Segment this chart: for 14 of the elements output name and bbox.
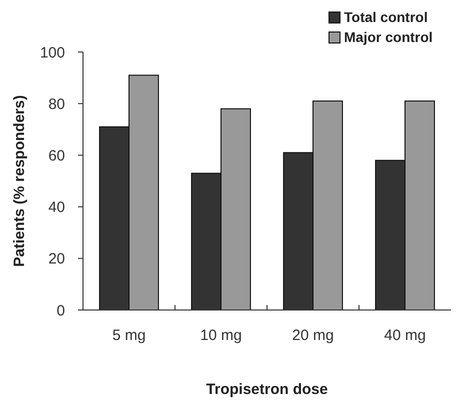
x-tick-label: 20 mg [292,327,334,344]
x-axis-title: Tropisetron dose [206,381,328,398]
y-tick-label: 100 [40,44,65,62]
y-tick-label: 60 [48,147,65,164]
x-tick-label: 40 mg [384,327,426,344]
x-tick-label: 10 mg [200,327,242,344]
y-tick-label: 0 [56,302,65,320]
x-tick-label: 5 mg [112,327,146,344]
y-axis-title: Patients (% responders) [11,95,28,267]
y-tick-label: 80 [48,96,65,113]
y-tick-label: 20 [48,250,65,268]
legend-label: Total control [344,9,428,25]
y-tick-label: 40 [48,199,65,216]
legend-label: Major control [344,29,433,45]
